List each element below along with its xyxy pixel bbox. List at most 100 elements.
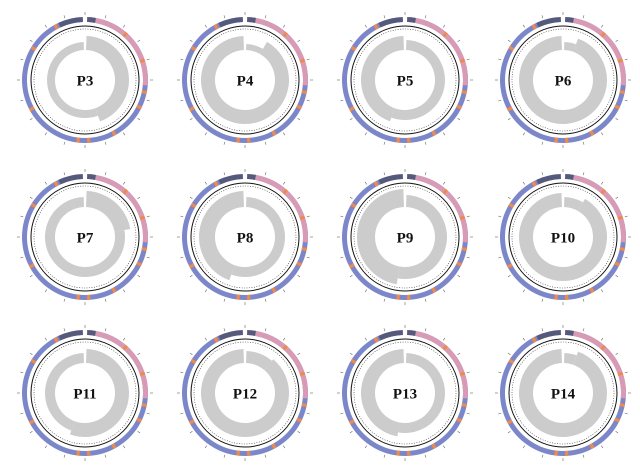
- gene-tick: [188, 419, 195, 425]
- gene-tick: [141, 247, 148, 252]
- gene-tick: [350, 358, 357, 364]
- genome-map: P9: [337, 169, 473, 305]
- tick: [137, 274, 141, 278]
- tick: [180, 58, 184, 61]
- gene-tick: [614, 417, 621, 423]
- tick: [29, 274, 33, 278]
- tick: [624, 371, 628, 374]
- tick: [297, 117, 301, 121]
- ring-segment: [565, 174, 574, 180]
- gene-tick: [600, 188, 606, 195]
- ring-segment: [407, 330, 416, 336]
- gene-tick: [301, 247, 308, 252]
- gene-tick: [442, 344, 448, 351]
- gene-tick: [565, 294, 569, 300]
- gene-tick: [53, 180, 59, 187]
- gene-tick: [348, 263, 355, 269]
- ring-segment: [58, 330, 83, 341]
- tick: [364, 445, 368, 449]
- tick: [457, 352, 461, 356]
- tick: [424, 15, 427, 19]
- gene-tick: [188, 106, 195, 112]
- dotted-circle: [193, 341, 297, 445]
- ring-segment: [565, 17, 574, 23]
- tick: [383, 298, 386, 302]
- gene-tick: [53, 336, 59, 343]
- tick: [442, 24, 446, 28]
- tick: [442, 337, 446, 341]
- gene-tick: [122, 31, 128, 38]
- tick: [442, 132, 446, 136]
- tick: [424, 172, 427, 176]
- genome-map: P12: [177, 325, 313, 461]
- tick: [306, 215, 310, 218]
- ring-segment: [218, 330, 243, 341]
- tick: [63, 15, 66, 19]
- coverage: [397, 195, 447, 279]
- gene-tick: [531, 180, 537, 187]
- tick: [424, 141, 427, 145]
- tick: [522, 289, 526, 293]
- ring-segment: [378, 330, 403, 341]
- tick: [122, 24, 126, 28]
- tick: [63, 141, 66, 145]
- tick: [582, 328, 585, 332]
- tick: [442, 181, 446, 185]
- tick: [306, 371, 310, 374]
- tick: [29, 39, 33, 43]
- dotted-circle: [353, 28, 457, 132]
- tick: [466, 99, 470, 102]
- axis-circle: [190, 182, 300, 292]
- tick: [466, 58, 470, 61]
- tick: [146, 412, 150, 415]
- gene-tick: [565, 450, 569, 456]
- gene-tick: [461, 403, 468, 408]
- gene-tick: [236, 294, 240, 300]
- gene-tick: [76, 450, 80, 456]
- tick: [297, 352, 301, 356]
- genome-map: P3: [17, 12, 153, 148]
- gene-tick: [442, 188, 448, 195]
- genome-map: P13: [337, 325, 473, 461]
- gene-tick: [299, 215, 306, 221]
- ring-segment: [410, 330, 468, 399]
- tick: [615, 274, 619, 278]
- tick: [44, 289, 48, 293]
- tick: [349, 430, 353, 434]
- tick: [189, 196, 193, 200]
- gene-tick: [190, 45, 197, 51]
- gene-tick: [373, 23, 379, 30]
- panel-label: P7: [77, 230, 94, 246]
- tick: [204, 445, 208, 449]
- gene-tick: [271, 287, 277, 294]
- tick: [306, 58, 310, 61]
- dotted-circle: [33, 341, 137, 445]
- tick: [364, 337, 368, 341]
- gene-tick: [30, 202, 37, 208]
- tick: [204, 289, 208, 293]
- tick: [541, 141, 544, 145]
- tick: [146, 256, 150, 259]
- genome-map: P7: [17, 169, 153, 305]
- axis-circle: [350, 338, 460, 448]
- tick: [582, 298, 585, 302]
- panel-label: P11: [73, 386, 96, 402]
- tick: [349, 117, 353, 121]
- tick: [582, 172, 585, 176]
- tick: [424, 454, 427, 458]
- coverage: [564, 42, 576, 52]
- gene-tick: [350, 202, 357, 208]
- tick: [615, 196, 619, 200]
- ring-segment: [90, 17, 148, 86]
- gene-tick: [247, 137, 251, 143]
- gene-tick: [139, 371, 146, 377]
- tick: [137, 39, 141, 43]
- gene-tick: [614, 104, 621, 110]
- tick: [349, 274, 353, 278]
- axis-circle: [30, 25, 140, 135]
- tick: [600, 24, 604, 28]
- tick: [189, 274, 193, 278]
- gene-tick: [619, 403, 626, 408]
- gene-tick: [589, 443, 595, 450]
